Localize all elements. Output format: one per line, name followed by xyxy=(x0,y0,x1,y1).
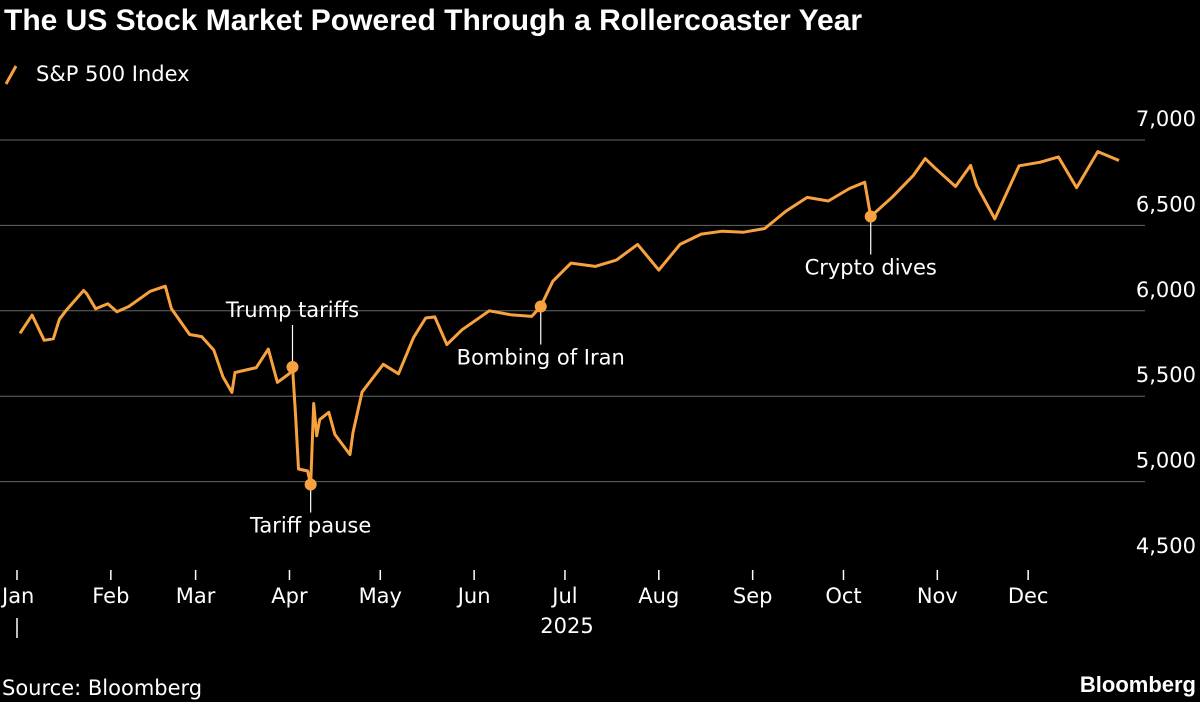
annotation-label: Tariff pause xyxy=(249,514,371,538)
annotation-dot xyxy=(286,360,299,373)
brand: Bloomberg xyxy=(1080,672,1196,697)
chart-title: The US Stock Market Powered Through a Ro… xyxy=(4,4,862,37)
y-tick-label: 6,000 xyxy=(1136,278,1196,302)
source: Source: Bloomberg xyxy=(2,676,202,700)
x-tick-label: Aug xyxy=(638,584,679,608)
x-tick-label: May xyxy=(359,584,402,608)
annotation-label: Crypto dives xyxy=(805,256,937,280)
annotation-label: Bombing of Iran xyxy=(457,346,625,370)
x-tick-label: Jun xyxy=(456,584,491,608)
annotation-dot xyxy=(864,210,877,223)
x-tick-label: Dec xyxy=(1008,584,1049,608)
x-tick-label: Jan xyxy=(0,584,34,608)
legend-swatch xyxy=(4,65,18,85)
legend-label: S&P 500 Index xyxy=(36,62,190,86)
y-tick-label: 6,500 xyxy=(1136,192,1196,216)
x-tick-label: Apr xyxy=(271,584,308,608)
series-line xyxy=(18,150,1120,486)
y-tick-label: 5,500 xyxy=(1136,363,1196,387)
annotation-dot xyxy=(534,300,547,313)
annotation-label: Trump tariffs xyxy=(225,298,359,322)
x-axis-label: 2025 xyxy=(540,614,593,638)
x-tick-label: Oct xyxy=(825,584,861,608)
x-tick-label: Feb xyxy=(92,584,129,608)
y-tick-label: 7,000 xyxy=(1136,107,1196,131)
y-tick-label: 4,500 xyxy=(1136,534,1196,558)
x-tick-label: Nov xyxy=(917,584,958,608)
y-tick-label: 5,000 xyxy=(1136,449,1196,473)
x-tick-label: Jul xyxy=(550,584,577,608)
annotation-dot xyxy=(304,478,317,491)
x-tick-label: Mar xyxy=(176,584,216,608)
x-tick-label: Sep xyxy=(733,584,773,608)
